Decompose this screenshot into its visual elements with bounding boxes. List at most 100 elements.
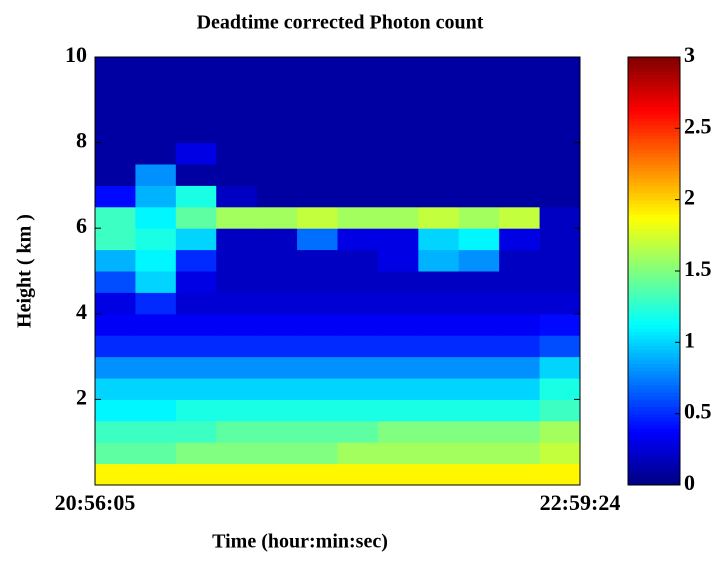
colorbar-slice [628,117,680,122]
heatmap-cell [418,99,460,122]
heatmap-cell [539,249,581,272]
heatmap-cell [539,185,581,208]
colorbar-slice [628,363,680,368]
colorbar-slice [628,353,680,358]
heatmap-cell [377,378,419,400]
colorbar-slice [628,267,680,272]
colorbar-slice [628,317,680,322]
heatmap-cell [95,142,136,165]
heatmap-cell [377,356,419,379]
heatmap-cell [539,442,581,465]
y-tick-label: 4 [76,299,87,324]
heatmap-cell [216,442,258,465]
heatmap-cell [337,57,379,79]
heatmap-cell [135,463,177,486]
heatmap-cell [337,121,379,144]
colorbar-slice [628,456,680,461]
colorbar-slice [628,256,680,261]
colorbar-slice [628,417,680,422]
colorbar-slice [628,164,680,169]
heatmap-cell [135,399,177,422]
colorbar-slice [628,242,680,247]
heatmap-cell [256,164,298,186]
colorbar-slice [628,431,680,436]
heatmap-cell [175,335,217,358]
heatmap-cell [216,356,258,379]
colorbar-tick-label: 3 [684,42,695,67]
colorbar-slice [628,224,680,229]
heatmap-cell [297,164,338,186]
heatmap-cell [337,271,379,293]
y-tick-label: 8 [76,128,87,153]
colorbar-slice [628,178,680,183]
heatmap-cell [297,121,338,144]
heatmap-cell [95,463,136,486]
colorbar-slice [628,114,680,119]
heatmap-cell [135,99,177,122]
heatmap-cell [216,142,258,165]
heatmap-cell [95,335,136,358]
heatmap-cell [539,206,581,229]
heatmap-cell [175,99,217,122]
colorbar-tick-label: 2 [684,185,695,210]
colorbar-slice [628,399,680,404]
heatmap-cell [337,463,379,486]
colorbar-slice [628,378,680,383]
colorbar-slice [628,463,680,468]
heatmap-cell [175,442,217,465]
heatmap-cell [256,399,298,422]
colorbar-slice [628,435,680,440]
heatmap-cell [95,313,136,336]
colorbar-slice [628,135,680,140]
colorbar-tick-label: 1 [684,327,695,352]
heatmap-cell [256,271,298,293]
heatmap-cell [256,142,298,165]
heatmap-cell [458,142,500,165]
heatmap-cell [175,164,217,186]
heatmap-cell [135,57,177,79]
heatmap-cell [216,378,258,400]
heatmap-cell [458,185,500,208]
heatmap-cell [297,292,338,315]
colorbar-slice [628,217,680,222]
colorbar-slice [628,474,680,479]
heatmap-cell [216,99,258,122]
colorbar-slice [628,360,680,365]
heatmap-cell [499,442,541,465]
heatmap-cell [256,249,298,272]
heatmap-cell [418,463,460,486]
colorbar-slice [628,156,680,161]
heatmap-cell [256,121,298,144]
colorbar-slice [628,477,680,482]
colorbar-slice [628,171,680,176]
heatmap-cell [377,185,419,208]
heatmap-cell [256,78,298,101]
heatmap-cell [377,420,419,443]
colorbar-slice [628,192,680,197]
colorbar-slice [628,181,680,186]
heatmap-cell [135,271,177,293]
heatmap-cell [216,335,258,358]
heatmap-cell [458,442,500,465]
heatmap-cell [297,356,338,379]
heatmap-cell [539,121,581,144]
heatmap-cell [337,228,379,251]
heatmap-cell [135,378,177,400]
colorbar-slice [628,410,680,415]
heatmap-cell [418,356,460,379]
colorbar-slice [628,139,680,144]
colorbar-slice [628,274,680,279]
heatmap-cell [539,99,581,122]
colorbar-slice [628,328,680,333]
heatmap-cell [418,78,460,101]
heatmap-cell [539,142,581,165]
colorbar-slice [628,285,680,290]
colorbar-slice [628,246,680,251]
heatmap-cell [458,335,500,358]
heatmap-cell [175,271,217,293]
heatmap-cell [297,420,338,443]
colorbar-slice [628,324,680,329]
heatmap-cell [539,57,581,79]
heatmap-cell [297,249,338,272]
heatmap-cell [216,206,258,229]
